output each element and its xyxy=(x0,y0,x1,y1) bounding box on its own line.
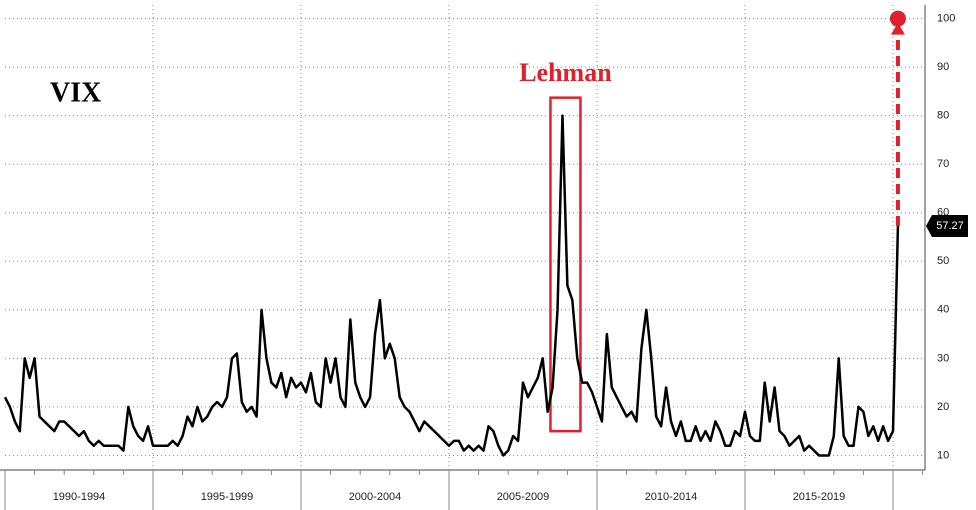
x-tick-label: 2010-2014 xyxy=(645,491,698,503)
vix-line xyxy=(3,114,900,457)
y-tick-label: 10 xyxy=(937,449,949,461)
y-tick-label: 90 xyxy=(937,61,949,73)
y-tick-label: 40 xyxy=(937,304,949,316)
x-tick-label: 1995-1999 xyxy=(201,491,254,503)
x-tick-label: 2015-2019 xyxy=(793,491,846,503)
y-tick-label: 30 xyxy=(937,352,949,364)
y-tick-label: 80 xyxy=(937,110,949,122)
y-tick-label: 100 xyxy=(937,12,955,24)
y-tick-label: 50 xyxy=(937,255,949,267)
last-value-box xyxy=(926,214,968,237)
target-dot xyxy=(889,10,906,27)
arrow-head xyxy=(890,22,905,35)
highlight-label: Lehman xyxy=(519,58,612,87)
highlight-box xyxy=(549,96,582,433)
y-tick-label: 20 xyxy=(937,401,949,413)
x-tick-label: 2005-2009 xyxy=(497,491,550,503)
x-tick-label: 2000-2004 xyxy=(349,491,402,503)
chart-title: VIX xyxy=(50,77,101,108)
x-tick-label: 1990-1994 xyxy=(53,491,106,503)
last-value-label: 57.27 xyxy=(936,220,964,232)
y-tick-label: 70 xyxy=(937,158,949,170)
